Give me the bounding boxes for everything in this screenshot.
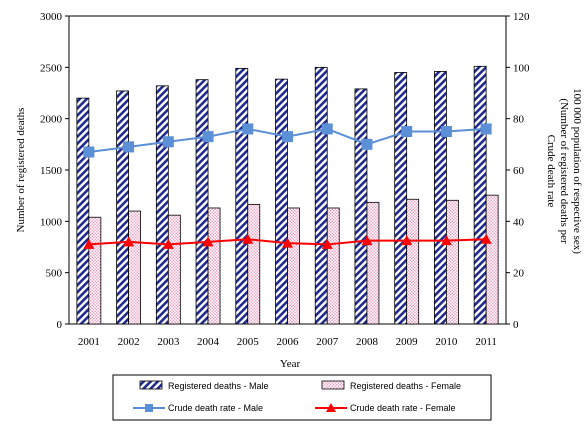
point-female-rate-2007	[321, 238, 333, 249]
point-female-rate-2003	[162, 238, 174, 249]
legend-item-male-deaths: Registered deaths - Male	[139, 380, 269, 391]
lines	[83, 123, 492, 249]
legend-label-female-deaths: Registered deaths - Female	[350, 381, 461, 391]
y-tick-label-3000: 3000	[40, 11, 63, 23]
point-male-rate-2004	[202, 131, 214, 143]
legend-item-male-rate: Crude death rate - Male	[133, 403, 263, 413]
bar-female-deaths-2010	[446, 199, 459, 325]
bar-female-deaths-2007	[326, 207, 340, 325]
bar-female-deaths-2008	[366, 201, 380, 325]
y-tick-label-500: 500	[46, 268, 63, 280]
y2-tick-label-0: 0	[513, 319, 519, 331]
x-tick-label-2007: 2007	[316, 336, 339, 348]
y2-tick-label-40: 40	[513, 216, 525, 228]
legend-label-male-rate: Crude death rate - Male	[168, 403, 263, 413]
bar-male-deaths-2005	[235, 67, 249, 325]
point-male-rate-2006	[282, 131, 293, 143]
y2-tick-label-80: 80	[513, 114, 525, 126]
point-male-rate-2008	[361, 138, 373, 150]
y-axis-label: Number of registered deaths	[15, 108, 27, 233]
bar-female-deaths-2011	[485, 194, 499, 325]
y-tick-label-0: 0	[57, 319, 63, 331]
bar-male-deaths-2001	[76, 97, 90, 325]
x-tick-label-2008: 2008	[356, 336, 379, 348]
y2-tick-label-60: 60	[513, 165, 525, 177]
point-male-rate-2003	[162, 136, 174, 148]
bar-female-deaths-2001	[88, 216, 102, 325]
x-tick-label-2011: 2011	[475, 336, 497, 348]
point-female-rate-2006	[282, 237, 293, 248]
bar-female-deaths-2004	[207, 207, 221, 325]
bar-female-deaths-2006	[287, 207, 300, 325]
y-tick-label-1500: 1500	[40, 165, 63, 177]
bar-male-deaths-2003	[155, 85, 169, 325]
bar-female-deaths-2005	[247, 203, 261, 325]
legend-frame	[112, 374, 492, 421]
bar-male-deaths-2008	[354, 88, 368, 325]
legend: Registered deaths - Male Registered deat…	[112, 374, 492, 421]
y2-axis-label-line1: Crude death rate	[545, 135, 557, 208]
y-tick-label-2000: 2000	[40, 114, 63, 126]
x-tick-label-2001: 2001	[78, 336, 100, 348]
y2-tick-label-100: 100	[513, 62, 530, 74]
point-male-rate-2009	[401, 126, 413, 137]
legend-marker-female-rate	[326, 403, 336, 412]
point-female-rate-2011	[480, 233, 492, 244]
x-tick-label-2005: 2005	[237, 336, 260, 348]
point-female-rate-2009	[401, 235, 413, 246]
bar-male-deaths-2010	[434, 71, 447, 325]
bar-male-deaths-2011	[473, 65, 487, 325]
point-male-rate-2002	[123, 141, 135, 153]
y-tick-label-1000: 1000	[40, 216, 63, 228]
point-male-rate-2011	[480, 123, 492, 135]
y2-axis-label: Crude death rate (Number of registered d…	[545, 88, 583, 254]
point-male-rate-2005	[242, 123, 254, 135]
legend-swatch-male-deaths	[139, 380, 163, 390]
y2-tick-label-20: 20	[513, 268, 525, 280]
bar-female-deaths-2003	[167, 214, 181, 325]
legend-label-male-deaths: Registered deaths - Male	[168, 381, 269, 391]
point-female-rate-2010	[440, 235, 452, 246]
x-tick-label-2009: 2009	[396, 336, 419, 348]
x-tick-label-2006: 2006	[277, 336, 300, 348]
point-male-rate-2007	[321, 123, 333, 135]
point-female-rate-2001	[83, 238, 95, 249]
bar-female-deaths-2002	[128, 210, 141, 325]
bar-male-deaths-2007	[314, 66, 328, 325]
x-tick-label-2004: 2004	[197, 336, 220, 348]
y2-axis-label-line2: (Number of registered deaths per	[558, 98, 570, 244]
legend-label-female-rate: Crude death rate - Female	[350, 403, 456, 413]
legend-item-female-rate: Crude death rate - Female	[315, 403, 456, 413]
x-tick-label-2002: 2002	[118, 336, 140, 348]
bar-male-deaths-2002	[116, 90, 129, 325]
point-female-rate-2005	[242, 233, 254, 244]
point-female-rate-2008	[361, 235, 373, 246]
axes: 0 500 1000 1500 2000 2500 3000 0 20 40 60 80 100 120 2…	[40, 11, 530, 348]
legend-marker-male-rate	[145, 404, 153, 412]
point-male-rate-2010	[440, 126, 452, 137]
x-tick-label-2010: 2010	[435, 336, 458, 348]
legend-item-female-deaths: Registered deaths - Female	[321, 380, 461, 391]
x-tick-label-2003: 2003	[157, 336, 180, 348]
bar-male-deaths-2009	[394, 72, 408, 325]
bar-male-deaths-2004	[195, 79, 209, 325]
legend-swatch-female-deaths	[321, 380, 345, 390]
x-axis-label: Year	[280, 358, 301, 370]
point-female-rate-2002	[123, 236, 135, 247]
y2-tick-label-120: 120	[513, 11, 530, 23]
bar-male-deaths-2006	[275, 78, 288, 325]
bar-female-deaths-2009	[406, 198, 420, 325]
y2-axis-label-line3: 100 000 population of respective sex)	[571, 88, 583, 254]
point-female-rate-2004	[202, 236, 214, 247]
point-male-rate-2001	[83, 146, 95, 158]
y-tick-label-2500: 2500	[40, 62, 63, 74]
